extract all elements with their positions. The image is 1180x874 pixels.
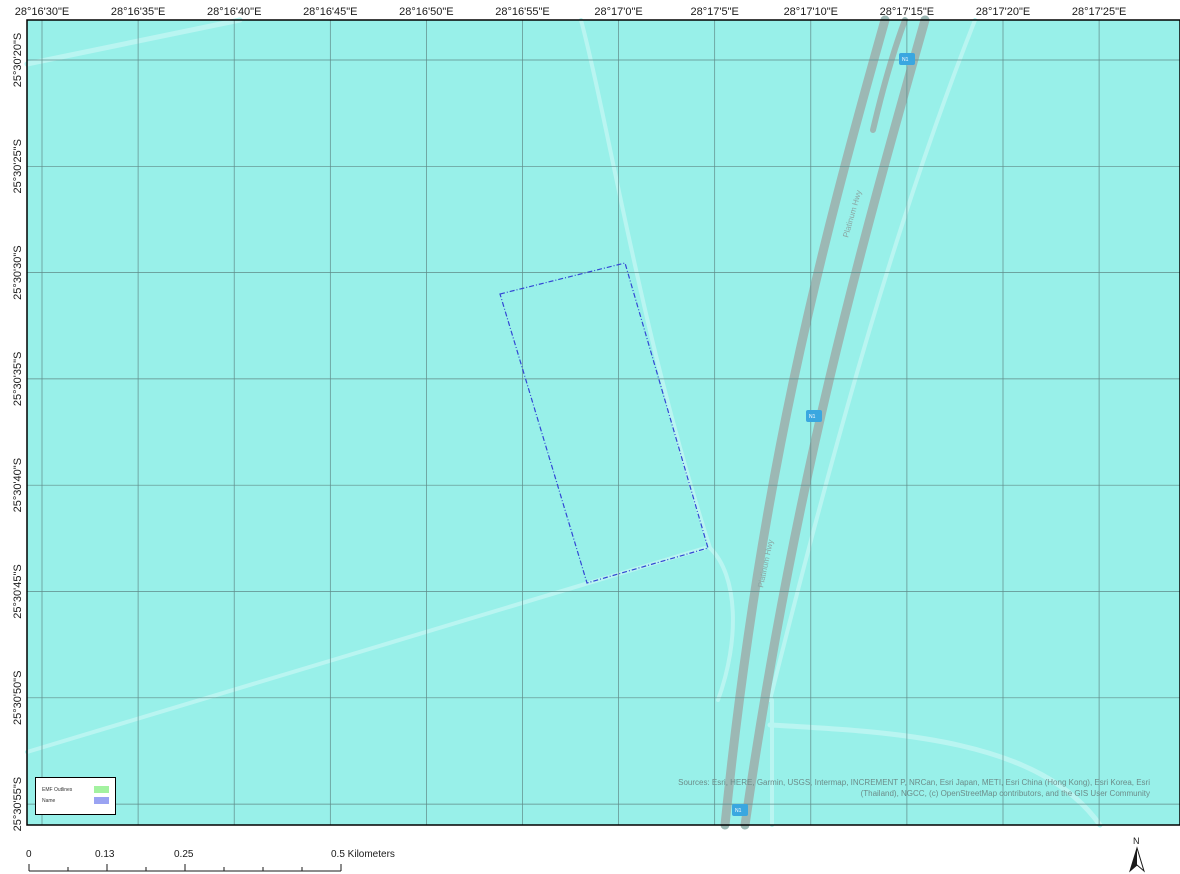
map-legend: EMF Outlines Name <box>35 777 116 815</box>
route-shield-icon: N1 <box>732 804 748 816</box>
route-shield-icon: N1 <box>899 53 915 65</box>
site-boundary[interactable] <box>499 262 709 584</box>
graticule <box>27 20 1180 825</box>
longitude-labels: 28°16'30"E 28°16'35"E 28°16'40"E 28°16'45"E… <box>15 6 1127 18</box>
svg-text:N1: N1 <box>902 57 909 63</box>
highway-ramp <box>870 17 908 133</box>
svg-text:N: N <box>1133 836 1140 846</box>
longitude-tick-label: 28°16'55"E <box>495 6 549 18</box>
latitude-tick-label: 25°30'45"S <box>12 564 24 618</box>
longitude-tick-label: 28°17'15"E <box>880 6 934 18</box>
map-border <box>26 19 1180 826</box>
scale-label-013: 0.13 <box>95 849 115 860</box>
road-frontage-east <box>768 18 977 702</box>
highway <box>720 15 930 830</box>
latitude-tick-label: 25°30'40"S <box>12 458 24 512</box>
legend-swatch-emf-outlines <box>94 786 109 793</box>
road-southwest <box>25 546 707 754</box>
svg-text:N1: N1 <box>809 414 816 420</box>
scale-bar <box>28 864 342 872</box>
latitude-tick-label: 25°30'55"S <box>12 777 24 831</box>
road-southeast-branch <box>708 546 735 702</box>
latitude-tick-label: 25°30'50"S <box>12 671 24 725</box>
legend-label-name: Name <box>42 798 56 804</box>
attribution-line: (Thailand), NGCC, (c) OpenStreetMap cont… <box>860 789 1150 798</box>
scale-label-025: 0.25 <box>174 849 194 860</box>
latitude-tick-label: 25°30'35"S <box>12 352 24 406</box>
route-shield-icon: N1 <box>806 410 822 422</box>
longitude-tick-label: 28°16'45"E <box>303 6 357 18</box>
attribution-line: Sources: Esri, HERE, Garmin, USGS, Inter… <box>678 778 1150 787</box>
scale-label-05: 0.5 Kilometers <box>331 849 395 860</box>
highway-carriageway-west <box>720 15 890 830</box>
road-north-vertical <box>579 18 712 550</box>
longitude-tick-label: 28°16'50"E <box>399 6 453 18</box>
minor-roads <box>24 17 1103 828</box>
svg-text:N1: N1 <box>735 808 742 814</box>
longitude-tick-label: 28°17'5"E <box>691 6 739 18</box>
latitude-tick-label: 25°30'20"S <box>12 33 24 87</box>
road-east <box>767 722 1103 828</box>
longitude-tick-label: 28°17'25"E <box>1072 6 1126 18</box>
north-arrow-icon: N <box>1129 836 1145 873</box>
map-attribution: Sources: Esri, HERE, Garmin, USGS, Inter… <box>610 777 1150 799</box>
latitude-tick-label: 25°30'30"S <box>12 245 24 299</box>
longitude-tick-label: 28°16'40"E <box>207 6 261 18</box>
highway-carriageway-east <box>740 15 930 830</box>
legend-label-emf-outlines: EMF Outlines <box>42 787 73 793</box>
road-northwest <box>24 17 243 67</box>
latitude-tick-label: 25°30'25"S <box>12 139 24 193</box>
longitude-tick-label: 28°16'35"E <box>111 6 165 18</box>
longitude-tick-label: 28°17'20"E <box>976 6 1030 18</box>
longitude-tick-label: 28°16'30"E <box>15 6 69 18</box>
longitude-tick-label: 28°17'10"E <box>784 6 838 18</box>
scale-label-0: 0 <box>26 849 32 860</box>
legend-swatch-name <box>94 797 109 804</box>
map-canvas[interactable] <box>27 20 1180 825</box>
latitude-labels: 25°30'20"S 25°30'25"S 25°30'30"S 25°30'35"S… <box>12 33 24 832</box>
longitude-tick-label: 28°17'0"E <box>594 6 642 18</box>
